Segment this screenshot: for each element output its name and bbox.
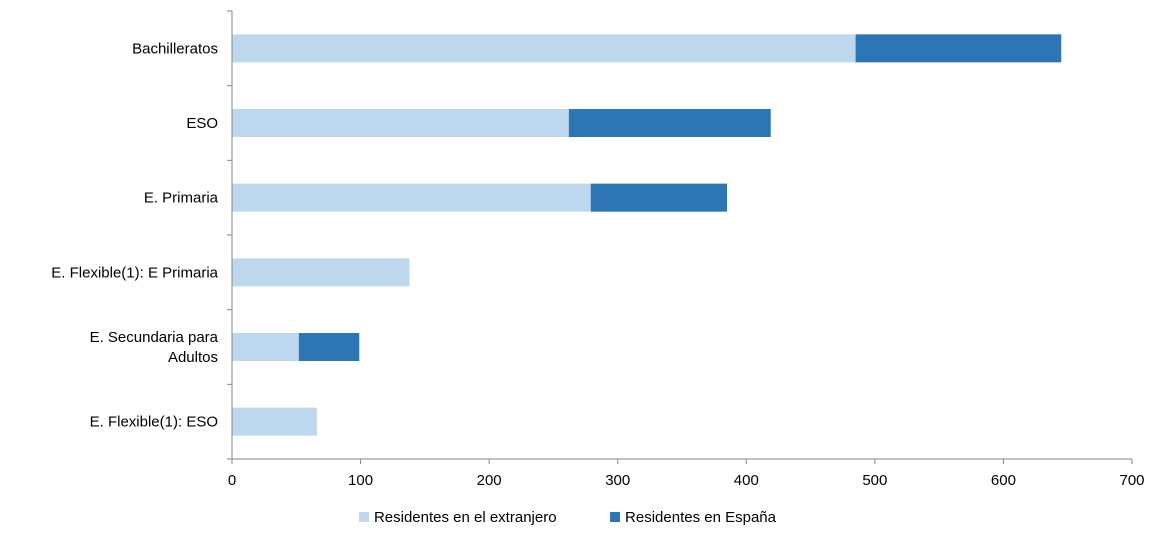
bar-extranjero-5: [232, 407, 317, 436]
legend-swatch-0: [358, 512, 369, 522]
legend: Residentes en el extranjero Residentes en…: [358, 509, 777, 526]
category-label: E. Flexible(1): E Primaria: [51, 264, 218, 281]
bar-extranjero-2: [232, 183, 591, 212]
bar-extranjero-1: [232, 109, 569, 137]
legend-swatch-1: [610, 512, 621, 522]
axes-layer: Bachilleratos ESO E. Primaria E. Flexible(1…: [51, 10, 1145, 489]
bar-espana-1: [568, 109, 771, 137]
x-tick-label: 100: [348, 472, 373, 489]
bar-espana-2: [590, 183, 727, 212]
category-label: E. Flexible(1): ESO: [90, 414, 218, 431]
bar-espana-0: [855, 34, 1062, 63]
bars-layer: [232, 34, 1062, 436]
x-tick-label: 400: [734, 472, 759, 489]
legend-label-1: Residentes en España: [625, 509, 777, 526]
category-label: E. Primaria: [144, 190, 219, 207]
x-tick-label: 600: [991, 472, 1016, 489]
category-label: ESO: [186, 115, 218, 132]
bar-extranjero-4: [232, 333, 299, 361]
legend-label-0: Residentes en el extranjero: [374, 509, 557, 526]
bar-extranjero-3: [232, 258, 410, 287]
x-tick-label: 500: [862, 472, 887, 489]
category-label: Bachilleratos: [132, 40, 218, 57]
x-tick-label: 200: [477, 472, 502, 489]
x-tick-label: 700: [1119, 472, 1144, 489]
x-tick-label: 0: [228, 472, 236, 489]
x-tick-label: 300: [605, 472, 630, 489]
category-label: E. Secundaria para Adultos: [90, 329, 219, 366]
bar-extranjero-0: [232, 34, 856, 63]
bar-espana-4: [298, 333, 360, 361]
